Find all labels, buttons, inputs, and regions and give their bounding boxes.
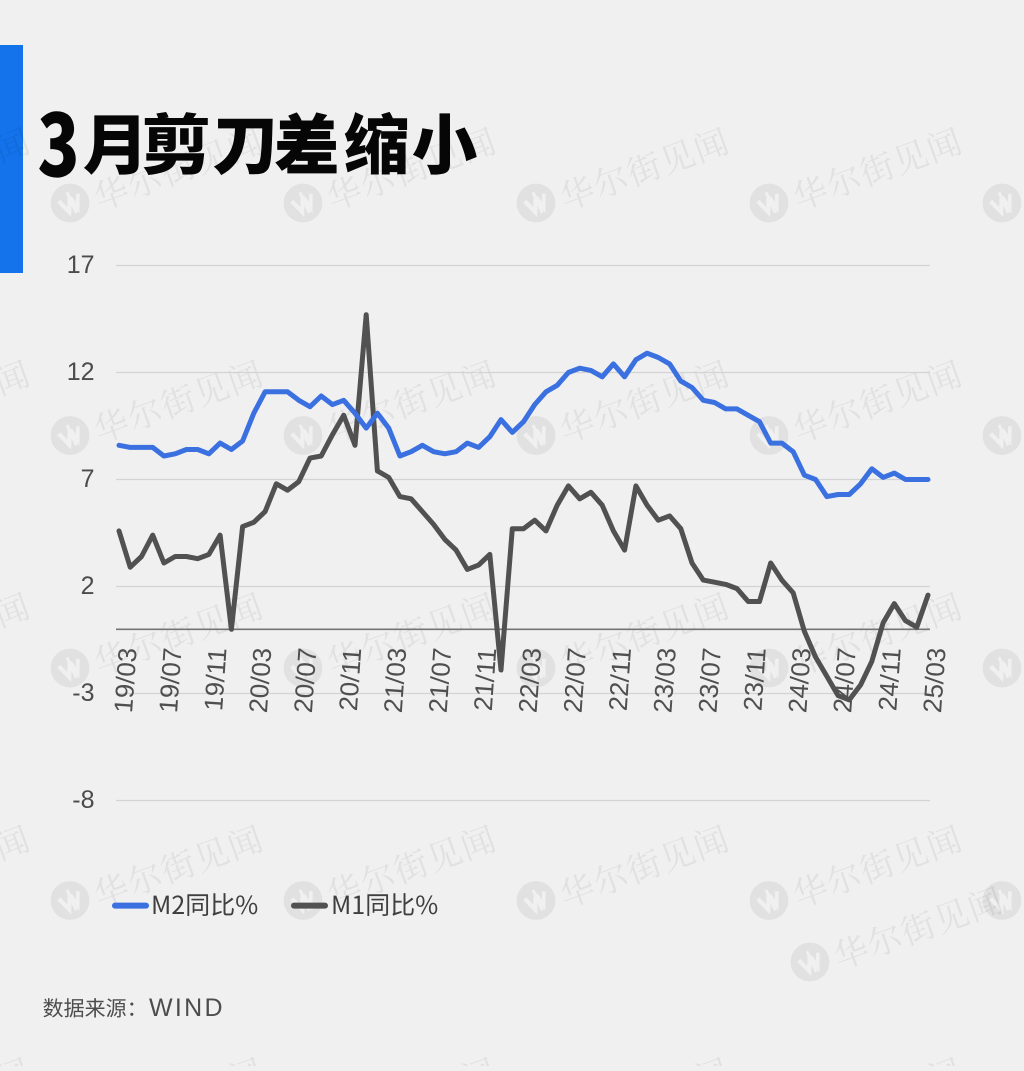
svg-text:21/11: 21/11 (468, 647, 502, 712)
svg-text:WIND: WIND (149, 994, 225, 1022)
svg-text:19/03: 19/03 (108, 647, 142, 714)
svg-text:21/03: 21/03 (378, 647, 412, 714)
svg-text:24/07: 24/07 (827, 647, 861, 714)
svg-text:19/07: 19/07 (153, 647, 187, 714)
svg-text:21/07: 21/07 (423, 647, 457, 714)
svg-text:20/03: 20/03 (243, 647, 277, 714)
svg-text:20/07: 20/07 (288, 647, 322, 714)
svg-text:17: 17 (67, 251, 95, 279)
svg-text:20/11: 20/11 (333, 647, 367, 712)
svg-text:12: 12 (67, 358, 95, 386)
svg-text:2: 2 (81, 572, 95, 600)
svg-text:22/07: 22/07 (558, 647, 592, 714)
svg-text:7: 7 (81, 465, 95, 493)
svg-text:24/11: 24/11 (872, 647, 906, 712)
svg-text:-3: -3 (72, 679, 94, 707)
svg-text:23/11: 23/11 (737, 647, 771, 712)
svg-text:22/11: 22/11 (603, 647, 637, 712)
svg-text:22/03: 22/03 (513, 647, 547, 714)
svg-text:24/03: 24/03 (782, 647, 816, 714)
svg-text:25/03: 25/03 (917, 647, 951, 714)
svg-text:23/03: 23/03 (647, 647, 681, 714)
svg-text:19/11: 19/11 (198, 647, 232, 712)
svg-text:23/07: 23/07 (692, 647, 726, 714)
svg-text:-8: -8 (72, 786, 94, 814)
